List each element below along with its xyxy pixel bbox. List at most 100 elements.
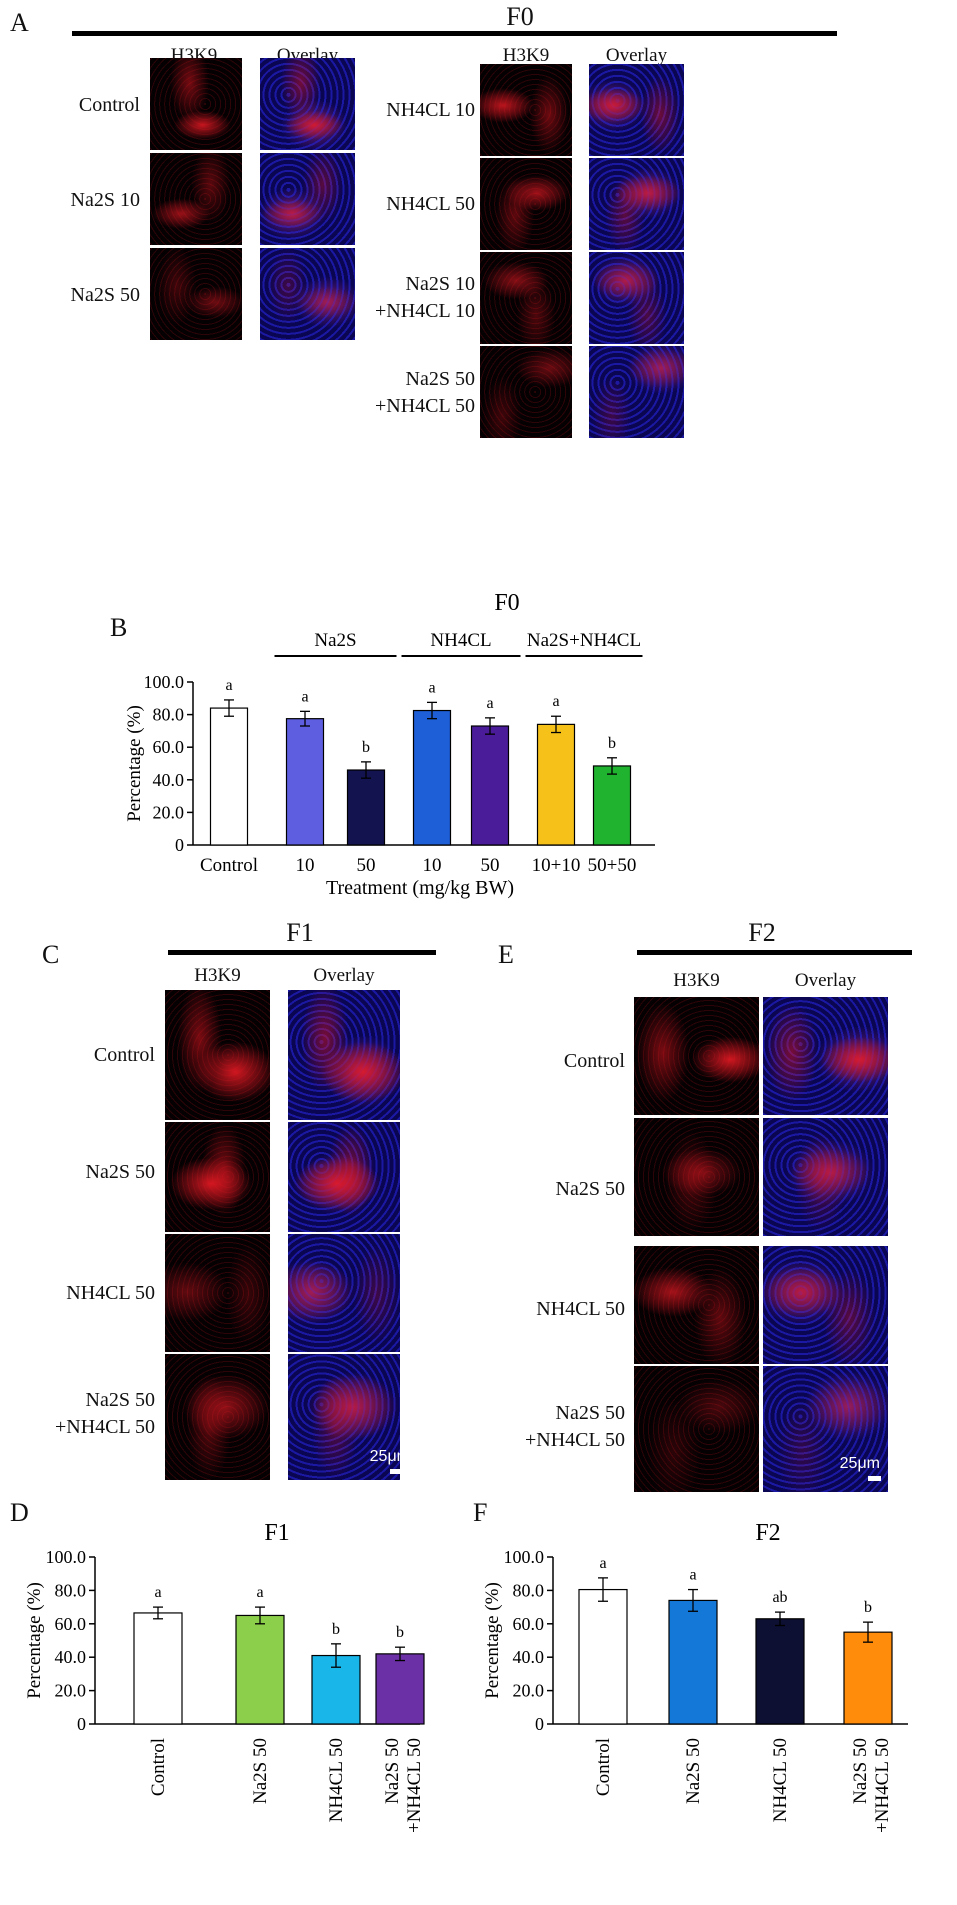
micrograph-h3k9: [634, 1246, 759, 1364]
row-label-na2s50-nh4cl50: Na2S 50 +NH4CL 50: [375, 368, 475, 417]
significance-letter: a: [428, 679, 435, 696]
micrograph-h3k9: [165, 1122, 270, 1232]
micrograph-h3k9: [480, 252, 572, 344]
micrograph-overlay: [589, 158, 684, 250]
micrograph-overlay: [763, 997, 888, 1115]
significance-letter: a: [256, 1584, 263, 1601]
micrograph-h3k9: [634, 1118, 759, 1236]
y-tick-label: 40.0: [153, 770, 185, 790]
y-tick-label: 100.0: [46, 1547, 87, 1567]
micrograph-overlay: [260, 153, 355, 245]
y-tick-label: 0: [175, 835, 184, 855]
y-tick-label: 100.0: [144, 672, 185, 692]
x-tick-label: 50: [481, 855, 500, 876]
chart-f-f2: F2 Percentage (%) 0 20.0 40.0 60.0 80.0 100.0 a C…: [482, 1520, 908, 1833]
panel-letter-a: A: [10, 8, 29, 37]
x-tick-label-line: Na2S 50: [250, 1738, 271, 1804]
micrograph-overlay: [288, 990, 400, 1120]
y-tick-label: 80.0: [55, 1580, 87, 1600]
micrograph-overlay: [763, 1118, 888, 1236]
row-label-nh4cl50-f1: NH4CL 50: [66, 1281, 155, 1304]
scale-bar-label-a: 25μm: [789, 411, 830, 428]
x-tick-label: Control: [148, 1738, 169, 1796]
y-tick-label: 60.0: [55, 1614, 87, 1634]
x-tick-label: NH4CL 50: [326, 1738, 347, 1822]
row-label-nh4cl-10: NH4CL 10: [386, 98, 475, 121]
micrograph-overlay: [288, 1122, 400, 1232]
chart-title: F1: [264, 1520, 289, 1546]
group-label: Na2S: [314, 630, 356, 651]
panel-letter-e: E: [498, 940, 514, 969]
bar: [470, 725, 510, 846]
micrograph-h3k9: [165, 1354, 270, 1480]
x-tick-label-line: Na2S 50: [683, 1738, 704, 1804]
row-label-nh4cl-50: NH4CL 50: [386, 192, 475, 215]
chart-d-f1: F1 Percentage (%) 0 20.0 40.0 60.0 80.0 100.0 a C…: [24, 1520, 425, 1833]
scale-bar-label-c: 25μm: [369, 1448, 410, 1465]
generation-label-f0: F0: [506, 2, 534, 31]
x-tick-label: 10+10: [532, 855, 581, 876]
bar: [843, 1631, 893, 1725]
micrograph-h3k9: [480, 158, 572, 250]
x-tick-label: Na2S 50: [683, 1738, 704, 1804]
significance-letter: b: [362, 739, 370, 756]
micrograph-overlay: [260, 248, 355, 340]
group-label: Na2S+NH4CL: [527, 630, 641, 651]
significance-letter: b: [864, 1599, 872, 1616]
micrograph-h3k9: [634, 997, 759, 1115]
scale-bar-e: [868, 1476, 881, 1481]
panel-letter-c: C: [42, 940, 60, 969]
bar: [536, 723, 576, 846]
bar: [235, 1614, 285, 1725]
x-tick-label: 10: [423, 855, 442, 876]
y-tick-label: 60.0: [153, 737, 185, 757]
bar: [285, 718, 325, 846]
bar: [133, 1612, 183, 1725]
y-tick-label: 40.0: [513, 1647, 545, 1667]
row-label-control-f2: Control: [563, 1049, 625, 1072]
y-tick-label: 20.0: [513, 1681, 545, 1701]
x-tick-label-line: NH4CL 50: [770, 1738, 791, 1822]
significance-letter: b: [396, 1624, 404, 1641]
significance-letter: a: [552, 693, 559, 710]
bar: [346, 769, 386, 846]
panel-letter-b: B: [110, 613, 128, 642]
bar: [375, 1653, 425, 1725]
x-tick-label-line: Na2S 50: [382, 1738, 403, 1804]
generation-bar-f1: [168, 950, 436, 955]
row-label-na2s10-nh4cl10: Na2S 10 +NH4CL 10: [375, 273, 475, 322]
row-label-na2s-50: Na2S 50: [70, 283, 140, 306]
x-tick-label-line: Control: [593, 1738, 614, 1796]
y-tick-label: 80.0: [513, 1580, 545, 1600]
y-tick-label: 0: [77, 1714, 86, 1734]
generation-label-f2: F2: [748, 918, 776, 947]
y-axis-label: Percentage (%): [124, 705, 145, 822]
bar: [755, 1618, 805, 1725]
x-tick-label-line: Control: [148, 1738, 169, 1796]
bar: [412, 709, 452, 846]
row-label-nh4cl50-f2: NH4CL 50: [536, 1297, 625, 1320]
y-tick-label: 0: [535, 1714, 544, 1734]
x-tick-label: 50+50: [588, 855, 637, 876]
y-axis-label: Percentage (%): [482, 1582, 503, 1699]
significance-letter: a: [225, 677, 232, 694]
col-header-overlay-f1: Overlay: [313, 965, 375, 986]
x-tick-label: Na2S 50+NH4CL 50: [850, 1738, 893, 1833]
x-tick-label-line: Na2S 50: [850, 1738, 871, 1804]
group-label: NH4CL: [430, 630, 491, 651]
micrograph-overlay: [589, 252, 684, 344]
row-label-na2s50-f1: Na2S 50: [85, 1160, 155, 1183]
generation-bar-f2: [637, 950, 912, 955]
row-label-na2s50-f2: Na2S 50: [555, 1177, 625, 1200]
significance-letter: a: [599, 1555, 606, 1572]
significance-letter: b: [608, 735, 616, 752]
significance-letter: a: [154, 1584, 161, 1601]
x-tick-label: Control: [200, 855, 258, 876]
generation-label-f1: F1: [286, 918, 314, 947]
bar: [592, 765, 632, 846]
bar: [578, 1588, 628, 1725]
col-header-h3k9-right: H3K9: [502, 45, 550, 66]
significance-letter: a: [689, 1567, 696, 1584]
chart-title: F2: [755, 1520, 780, 1546]
micrograph-h3k9: [150, 58, 242, 150]
